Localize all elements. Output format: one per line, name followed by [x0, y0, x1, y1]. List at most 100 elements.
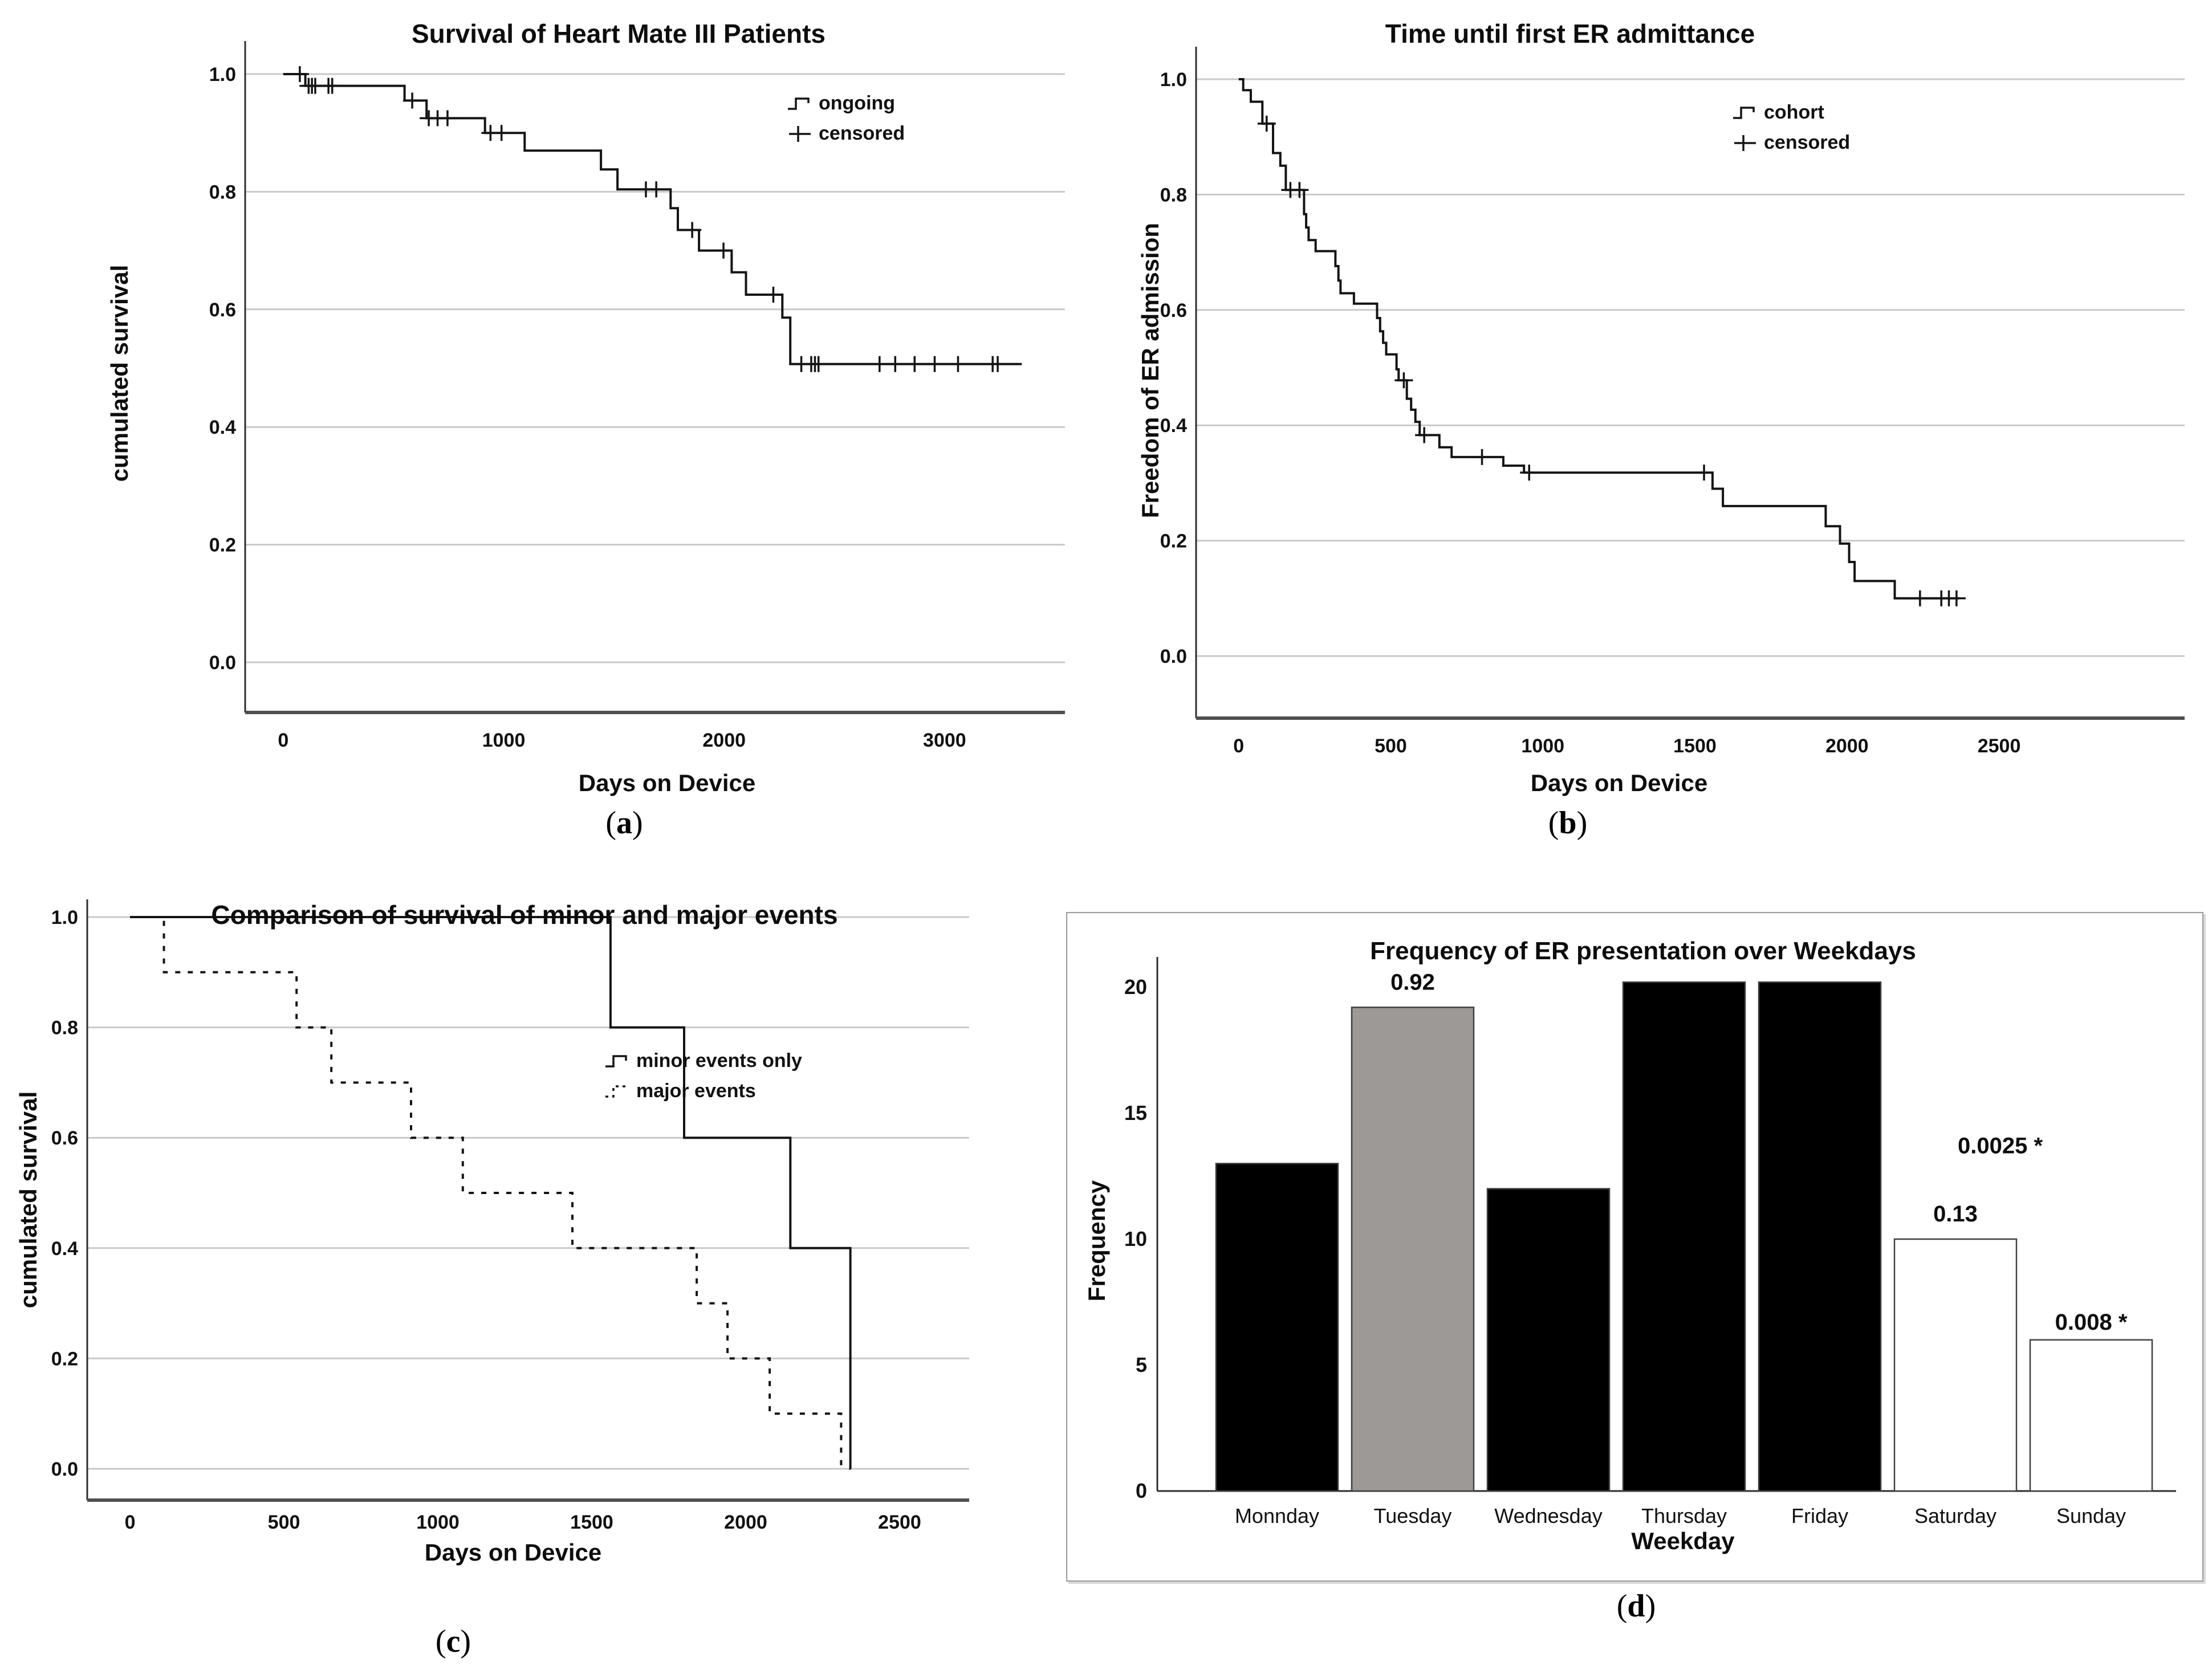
tick-labels: 1.0 0.8 0.6 0.4 0.2 0.0 0 1000 2000 3000	[209, 64, 966, 751]
legend-item-censored: censored	[1732, 132, 1850, 154]
legend-item-major-events: major events	[604, 1080, 802, 1102]
km-curve-ongoing	[283, 73, 1022, 365]
page-title: Frequency of ER presentation over Weekda…	[1370, 937, 1916, 965]
svg-text:1.0: 1.0	[209, 64, 236, 85]
y-axis-label: cumulated survival	[106, 264, 133, 482]
svg-text:5: 5	[1136, 1353, 1147, 1376]
svg-text:0.0025 *: 0.0025 *	[1958, 1134, 2043, 1159]
axes	[86, 899, 969, 1502]
svg-text:0.8: 0.8	[209, 181, 236, 203]
svg-text:Friday: Friday	[1791, 1504, 1848, 1527]
bar-monnday	[1215, 1163, 1339, 1492]
legend: ongoing censored	[787, 92, 905, 145]
svg-text:0.4: 0.4	[1160, 415, 1187, 437]
svg-text:0.8: 0.8	[1160, 184, 1187, 206]
km-curve-minor-events-only	[130, 916, 852, 1470]
legend-label: cohort	[1764, 101, 1824, 123]
svg-text:20: 20	[1124, 975, 1147, 999]
page-title: Survival of Heart Mate III Patients	[411, 19, 826, 48]
svg-text:0.0: 0.0	[51, 1459, 78, 1480]
svg-text:3000: 3000	[923, 730, 966, 751]
censored-plus-icon	[789, 125, 811, 142]
bar-chart-weekdays: 0 5 10 15 20 Monnday Tuesday Wednesday Thursday F…	[1124, 957, 2176, 1527]
y-axis-label: cumulated survival	[15, 1091, 42, 1309]
step-line-icon	[788, 97, 810, 110]
svg-text:2000: 2000	[724, 1512, 767, 1533]
bar-thursday	[1622, 981, 1746, 1492]
caption-b: (b)	[1548, 805, 1588, 841]
legend-label: censored	[1764, 132, 1851, 153]
svg-text:0.008 *: 0.008 *	[2055, 1310, 2128, 1335]
svg-text:1500: 1500	[570, 1512, 613, 1533]
legend: cohort censored	[1732, 101, 1850, 154]
svg-text:0: 0	[278, 730, 288, 751]
legend: minor events only major events	[604, 1050, 802, 1102]
svg-text:15: 15	[1124, 1101, 1147, 1125]
svg-text:1.0: 1.0	[1160, 69, 1187, 91]
svg-text:1.0: 1.0	[51, 907, 78, 928]
legend-label: minor events only	[636, 1050, 802, 1072]
bar-friday	[1758, 981, 1882, 1492]
svg-text:0: 0	[1136, 1479, 1147, 1502]
step-line-icon	[605, 1054, 627, 1068]
svg-text:0.13: 0.13	[1933, 1201, 1978, 1227]
svg-text:2500: 2500	[878, 1512, 921, 1533]
gridlines	[245, 73, 1065, 663]
caption-a: (a)	[605, 805, 643, 841]
axes	[1195, 47, 2185, 720]
gridlines	[1196, 78, 2185, 657]
svg-text:500: 500	[1375, 735, 1407, 757]
bar-annotations: 0.92 0.0025 * 0.13 0.008 *	[1390, 970, 2128, 1335]
panel-survival-hm3: 1.0 0.8 0.6 0.4 0.2 0.0 0 1000 2000 3000 Survival…	[34, 6, 1083, 804]
svg-text:0.4: 0.4	[51, 1238, 78, 1260]
bar-wednesday	[1486, 1188, 1611, 1492]
panel-er-admittance: 1.0 0.8 0.6 0.4 0.2 0.0 0 500 1000 1500 2000 2500 T…	[1129, 6, 2212, 804]
panel-weekday-frequency: 0 5 10 15 20 Monnday Tuesday Wednesday Thursday F…	[1066, 912, 2203, 1582]
svg-text:Wednesday: Wednesday	[1494, 1504, 1602, 1527]
svg-text:Thursday: Thursday	[1641, 1504, 1727, 1527]
page-title: Comparison of survival of minor and majo…	[211, 900, 838, 930]
svg-text:10: 10	[1124, 1227, 1147, 1250]
bars	[1215, 981, 2153, 1492]
legend-label: censored	[819, 123, 905, 144]
tick-labels: 0 5 10 15 20 Monnday Tuesday Wednesday Thursday F…	[1124, 975, 2126, 1527]
svg-text:Saturday: Saturday	[1914, 1504, 1997, 1527]
legend-item-ongoing: ongoing	[787, 92, 905, 115]
svg-text:0.2: 0.2	[51, 1348, 78, 1370]
panel-minor-major-events: 1.0 0.8 0.6 0.4 0.2 0.0 0 500 1000 1500 2000 2500 C…	[11, 889, 981, 1624]
legend-item-cohort: cohort	[1732, 101, 1850, 124]
svg-text:2000: 2000	[702, 730, 746, 751]
bar-saturday	[1893, 1238, 2018, 1492]
svg-text:0.0: 0.0	[209, 652, 236, 674]
censored-plus-icon	[1734, 135, 1756, 151]
km-chart-er: 1.0 0.8 0.6 0.4 0.2 0.0 0 500 1000 1500 2000 2500	[1160, 47, 2185, 757]
svg-text:1000: 1000	[482, 730, 526, 751]
svg-text:2500: 2500	[1978, 735, 2021, 757]
svg-text:0.4: 0.4	[209, 417, 236, 438]
caption-d: (d)	[1616, 1588, 1656, 1624]
legend-item-censored: censored	[787, 123, 905, 145]
dashed-line-icon	[605, 1085, 626, 1098]
svg-text:0: 0	[1233, 735, 1244, 757]
bar-tuesday	[1351, 1007, 1475, 1492]
svg-text:1500: 1500	[1673, 735, 1717, 757]
legend-label: major events	[636, 1080, 756, 1102]
y-axis-label: Frequency	[1083, 1180, 1110, 1302]
svg-text:0.6: 0.6	[51, 1127, 78, 1149]
legend-label: ongoing	[819, 92, 896, 114]
svg-text:0.92: 0.92	[1390, 970, 1435, 995]
svg-text:1000: 1000	[416, 1512, 460, 1533]
km-chart-survival: 1.0 0.8 0.6 0.4 0.2 0.0 0 1000 2000 3000	[209, 41, 1065, 751]
svg-text:0.6: 0.6	[209, 299, 236, 321]
svg-text:500: 500	[268, 1512, 300, 1533]
step-line-icon	[1733, 106, 1755, 119]
svg-text:0.0: 0.0	[1160, 646, 1187, 667]
censor-marks	[290, 66, 1007, 372]
legend-item-minor-events: minor events only	[604, 1050, 802, 1072]
tick-labels: 1.0 0.8 0.6 0.4 0.2 0.0 0 500 1000 1500 2000 2500	[51, 907, 921, 1533]
svg-text:Tuesday: Tuesday	[1374, 1504, 1452, 1527]
gridlines	[87, 916, 969, 1470]
censor-marks	[1257, 115, 1966, 606]
svg-text:1000: 1000	[1521, 735, 1564, 757]
